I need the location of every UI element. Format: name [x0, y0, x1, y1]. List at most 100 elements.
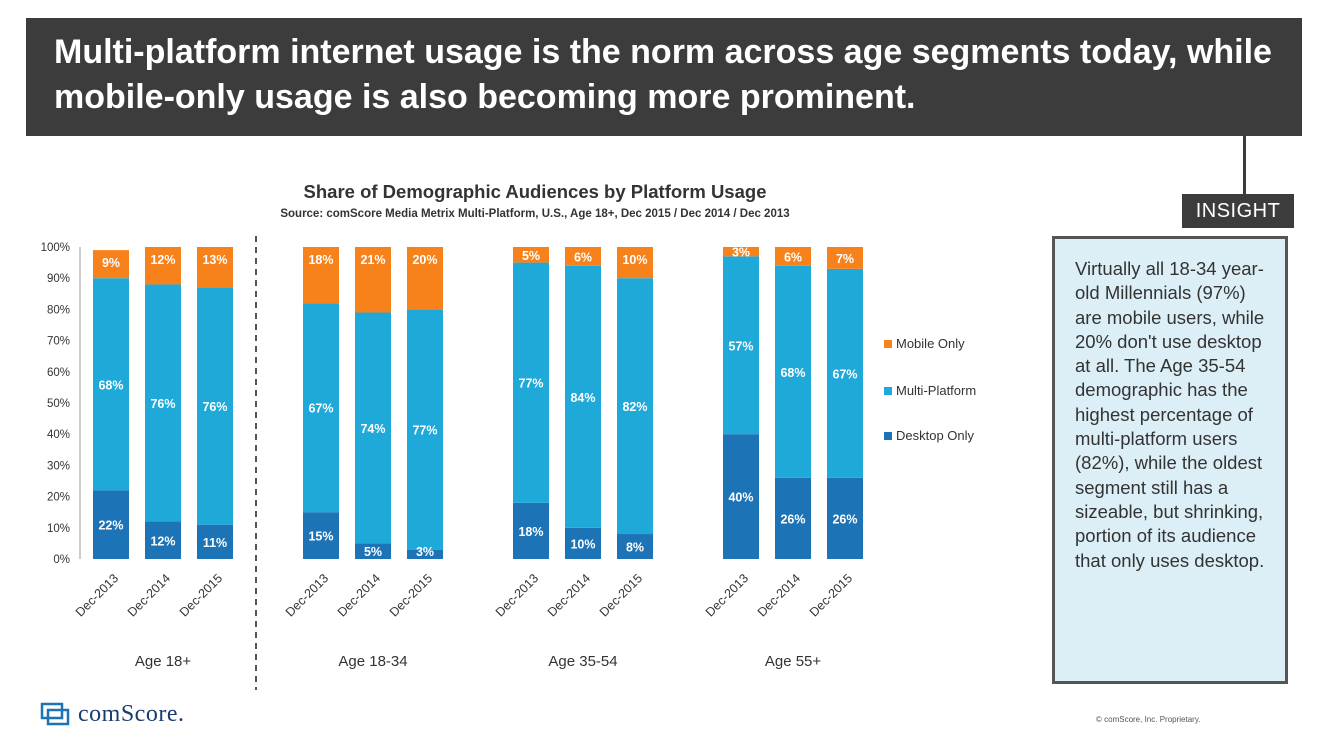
legend-swatch [884, 340, 892, 348]
data-label: 5% [364, 545, 382, 559]
copyright-text: © comScore, Inc. Proprietary. [1096, 715, 1201, 724]
bar-segment-desktop-only [303, 512, 339, 559]
x-tick-label: Dec-2015 [387, 571, 435, 619]
data-label: 67% [832, 367, 857, 381]
data-label: 40% [728, 491, 753, 505]
data-label: 22% [98, 519, 123, 533]
x-tick-label: Dec-2014 [755, 571, 803, 619]
comscore-logo-icon [40, 702, 70, 726]
header-banner: Multi-platform internet usage is the nor… [26, 18, 1302, 136]
chart-title: Share of Demographic Audiences by Platfo… [304, 181, 767, 202]
comscore-logo-text: comScore. [78, 700, 185, 727]
bar-segment-mobile-only [827, 247, 863, 269]
x-tick-label: Dec-2014 [545, 571, 593, 619]
y-tick-label: 0% [53, 554, 70, 566]
data-label: 68% [780, 366, 805, 380]
y-tick-label: 10% [47, 523, 70, 535]
data-label: 84% [570, 391, 595, 405]
bar-segment-desktop-only [145, 521, 181, 559]
data-label: 76% [150, 397, 175, 411]
bar-segment-desktop-only [723, 434, 759, 559]
group-label: Age 18-34 [338, 653, 407, 670]
x-tick-label: Dec-2014 [335, 571, 383, 619]
bar-segment-multi-platform [303, 303, 339, 513]
legend-label: Multi-Platform [896, 383, 976, 398]
data-label: 20% [412, 253, 437, 267]
x-tick-label: Dec-2013 [703, 571, 751, 619]
bar-segment-desktop-only [93, 490, 129, 559]
data-label: 57% [728, 339, 753, 353]
data-label: 77% [412, 424, 437, 438]
y-tick-label: 20% [47, 492, 70, 504]
y-tick-label: 100% [41, 242, 70, 254]
data-label: 12% [150, 253, 175, 267]
data-label: 7% [836, 252, 854, 266]
bar-segment-multi-platform [93, 278, 129, 491]
insight-text: Virtually all 18-34 year-old Millennials… [1075, 258, 1265, 571]
data-label: 10% [622, 253, 647, 267]
x-tick-label: Dec-2013 [73, 571, 121, 619]
x-tick-label: Dec-2013 [493, 571, 541, 619]
y-tick-label: 50% [47, 398, 70, 410]
data-label: 10% [570, 537, 595, 551]
data-label: 76% [202, 400, 227, 414]
y-tick-label: 70% [47, 336, 70, 348]
insight-label: INSIGHT [1182, 194, 1294, 228]
bar-segment-desktop-only [513, 502, 549, 559]
bar-segment-mobile-only [565, 247, 601, 266]
data-label: 68% [98, 378, 123, 392]
bar-segment-multi-platform [827, 268, 863, 478]
bar-segment-mobile-only [723, 247, 759, 257]
y-tick-label: 30% [47, 460, 70, 472]
data-label: 11% [203, 536, 227, 550]
data-label: 5% [522, 249, 540, 263]
bar-segment-mobile-only [617, 247, 653, 279]
bar-segment-mobile-only [303, 247, 339, 304]
comscore-logo: comScore. [40, 699, 184, 729]
x-tick-label: Dec-2015 [597, 571, 645, 619]
bar-segment-desktop-only [827, 477, 863, 559]
x-tick-label: Dec-2015 [807, 571, 855, 619]
data-label: 21% [360, 253, 385, 267]
data-label: 18% [518, 525, 543, 539]
y-tick-label: 40% [47, 429, 70, 441]
bar-segment-multi-platform [407, 309, 443, 550]
bar-segment-multi-platform [617, 278, 653, 535]
bar-segment-mobile-only [355, 247, 391, 313]
data-label: 74% [360, 422, 385, 436]
data-label: 12% [150, 534, 175, 548]
bar-segment-mobile-only [197, 247, 233, 288]
bar-segment-mobile-only [775, 247, 811, 266]
bar-segment-mobile-only [145, 247, 181, 285]
data-label: 82% [622, 400, 647, 414]
y-tick-label: 60% [47, 367, 70, 379]
bar-segment-desktop-only [565, 527, 601, 559]
chart: Share of Demographic Audiences by Platfo… [41, 181, 976, 690]
bar-segment-mobile-only [407, 247, 443, 310]
data-label: 3% [732, 246, 750, 260]
x-tick-label: Dec-2013 [283, 571, 331, 619]
legend-label: Desktop Only [896, 428, 975, 443]
bar-segment-multi-platform [513, 262, 549, 503]
bar-segment-multi-platform [355, 312, 391, 544]
bar-segment-multi-platform [145, 284, 181, 522]
data-label: 26% [780, 512, 805, 526]
data-label: 6% [574, 250, 592, 264]
data-label: 6% [784, 250, 802, 264]
bar-segment-mobile-only [93, 250, 129, 279]
group-label: Age 35-54 [548, 653, 617, 670]
group-label: Age 18+ [135, 653, 192, 670]
data-label: 26% [832, 512, 857, 526]
legend-label: Mobile Only [896, 336, 965, 351]
bar-segment-desktop-only [775, 477, 811, 559]
x-tick-label: Dec-2014 [125, 571, 173, 619]
bar-segment-desktop-only [407, 549, 443, 559]
bar-segment-multi-platform [723, 256, 759, 435]
x-tick-label: Dec-2015 [177, 571, 225, 619]
data-label: 77% [518, 377, 543, 391]
bar-segment-multi-platform [565, 265, 601, 528]
data-label: 13% [202, 253, 227, 267]
data-label: 3% [416, 545, 434, 559]
bar-segment-multi-platform [197, 287, 233, 525]
data-label: 18% [308, 253, 333, 267]
